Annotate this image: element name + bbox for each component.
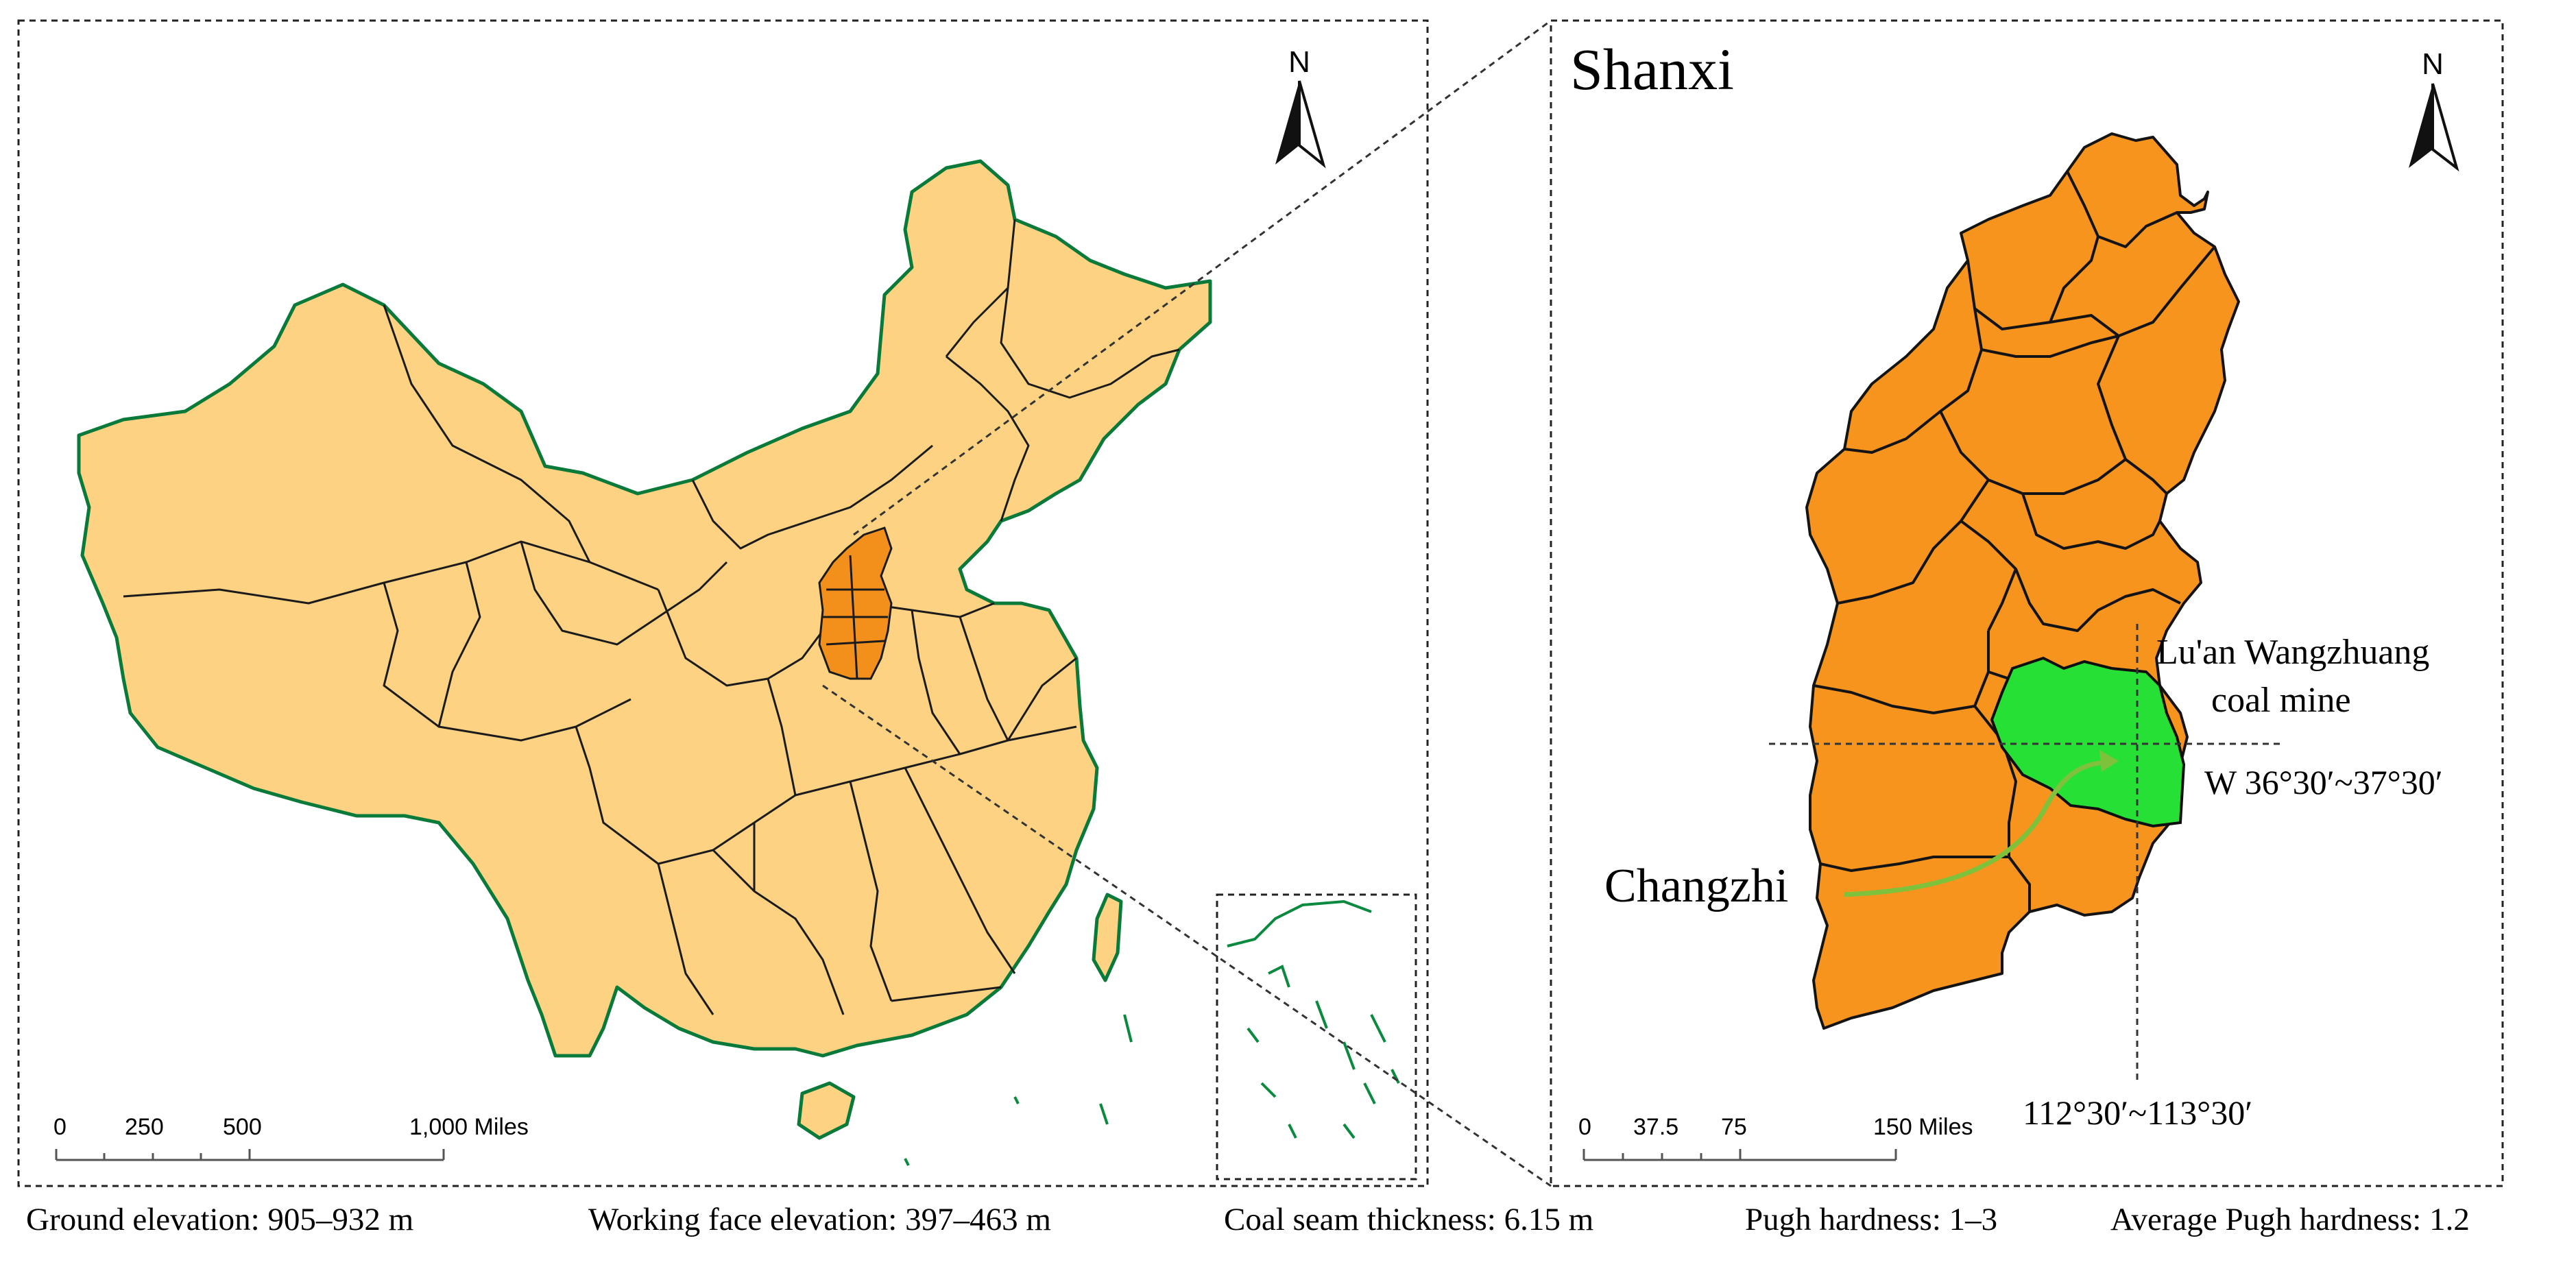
south-china-sea-islands bbox=[1227, 899, 1400, 1139]
left-panel-frame bbox=[17, 19, 1429, 1187]
pugh-hardness-text: Pugh hardness: 1–3 bbox=[1745, 1202, 1998, 1237]
average-pugh-hardness-text: Average Pugh hardness: 1.2 bbox=[2110, 1202, 2470, 1237]
coal-seam-thickness-text: Coal seam thickness: 6.15 m bbox=[1224, 1202, 1594, 1237]
north-label-left: N bbox=[1288, 45, 1310, 79]
scale-right-tick-2: 75 bbox=[1721, 1114, 1747, 1140]
scale-right-tick-0: 0 bbox=[1578, 1114, 1591, 1140]
city-label-changzhi: Changzhi bbox=[1604, 860, 1788, 912]
mine-label-line2: coal mine bbox=[2211, 681, 2351, 720]
shanxi-highlight-small bbox=[818, 526, 893, 680]
china-outline bbox=[77, 159, 1212, 1058]
mine-label-line1: Lu'an Wangzhuang bbox=[2156, 633, 2429, 672]
scale-left-tick-1: 250 bbox=[125, 1114, 164, 1140]
right-panel-title: Shanxi bbox=[1570, 36, 1734, 102]
taiwan-island bbox=[1092, 893, 1123, 982]
shanxi-county-boundaries bbox=[1813, 171, 2216, 912]
changzhi-arrow bbox=[1844, 760, 2106, 897]
offshore-islands bbox=[904, 1014, 1133, 1166]
right-panel-frame bbox=[1550, 19, 2504, 1187]
scale-left-tick-0: 0 bbox=[53, 1114, 67, 1140]
scale-bar-left bbox=[55, 1149, 445, 1161]
scale-left-tick-3: 1,000 Miles bbox=[409, 1114, 529, 1140]
scale-right-tick-1: 37.5 bbox=[1633, 1114, 1678, 1140]
mine-parameters-footer: Ground elevation: 905–932 m Working face… bbox=[0, 1201, 2576, 1256]
latitude-label: W 36°30′~37°30′ bbox=[2204, 763, 2443, 801]
north-arrow-left bbox=[1275, 80, 1326, 169]
scale-left-tick-2: 500 bbox=[223, 1114, 262, 1140]
north-label-right: N bbox=[2422, 47, 2444, 81]
longitude-label: 112°30′~113°30′ bbox=[2023, 1093, 2252, 1132]
leader-line-top bbox=[853, 19, 1552, 536]
luan-wangzhuang-coal-mine-area bbox=[1990, 656, 2186, 828]
ground-elevation-text: Ground elevation: 905–932 m bbox=[26, 1202, 414, 1237]
scale-right-tick-3: 150 Miles bbox=[1873, 1114, 1973, 1140]
province-boundaries bbox=[123, 219, 1180, 1015]
leader-line-bottom bbox=[822, 684, 1552, 1187]
south-china-sea-inset-frame bbox=[1216, 893, 1417, 1181]
hainan-island bbox=[797, 1081, 856, 1140]
north-arrow-right bbox=[2409, 83, 2459, 172]
working-face-elevation-text: Working face elevation: 397–463 m bbox=[588, 1202, 1051, 1237]
changzhi-arrowhead bbox=[2099, 750, 2119, 772]
scale-bar-right bbox=[1582, 1149, 1897, 1161]
